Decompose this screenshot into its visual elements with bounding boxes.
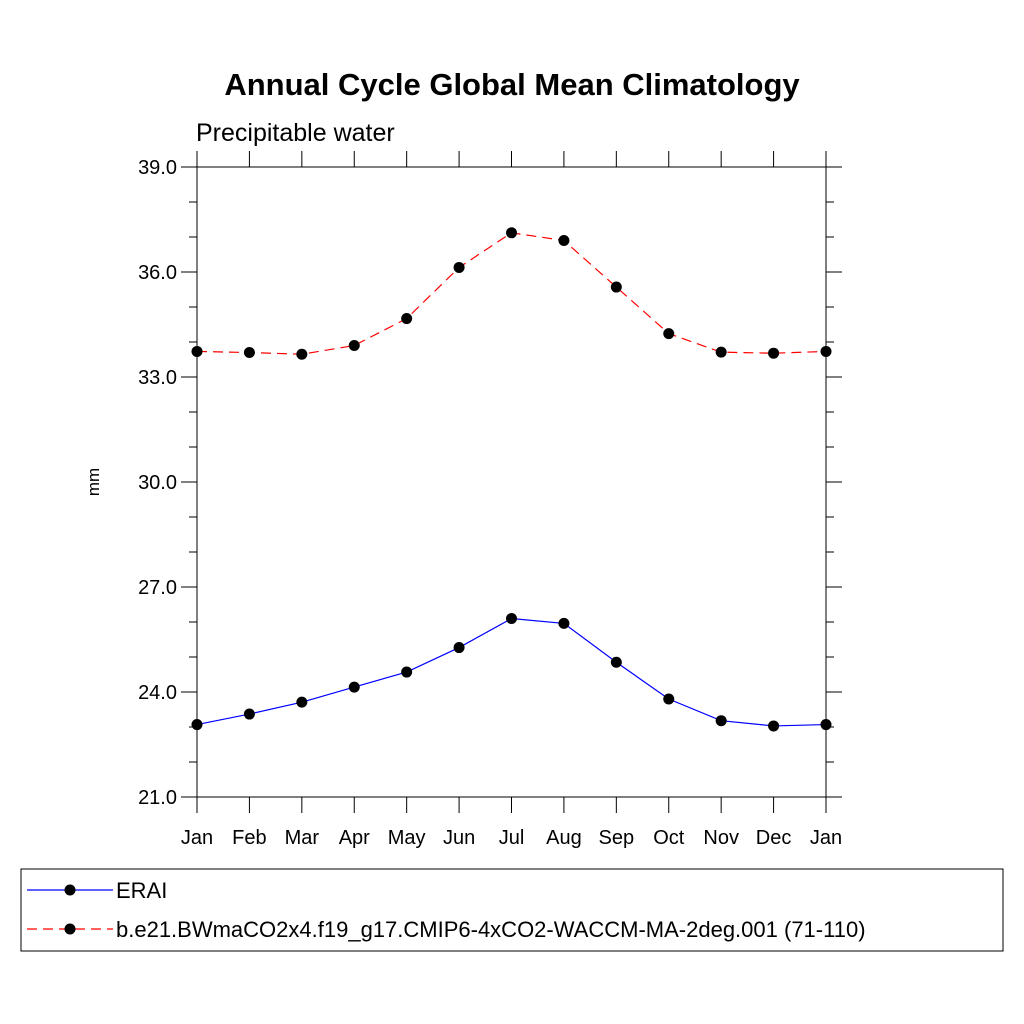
plot-area (196, 166, 827, 798)
legend-label: b.e21.BWmaCO2x4.f19_g17.CMIP6-4xCO2-WACC… (116, 917, 866, 942)
data-point (610, 281, 622, 293)
data-point (453, 261, 465, 273)
x-tick-label: Feb (232, 827, 266, 849)
legend-marker (64, 884, 76, 896)
data-point (663, 693, 675, 705)
x-tick-label: Jun (443, 827, 475, 849)
y-axis-label: mm (84, 468, 103, 496)
y-tick-label: 33.0 (138, 367, 177, 389)
series-line (196, 232, 827, 355)
x-tick-label: Aug (546, 827, 582, 849)
series-layer (191, 227, 832, 732)
data-point (715, 715, 727, 727)
legend-box (20, 868, 1004, 952)
y-tick-label: 36.0 (138, 262, 177, 284)
data-point (348, 681, 360, 693)
chart-subtitle: Precipitable water (196, 119, 395, 147)
x-tick-label: Jan (810, 827, 842, 849)
data-point (401, 313, 413, 325)
data-point (558, 235, 570, 246)
chart-title: Annual Cycle Global Mean Climatology (224, 67, 800, 102)
y-tick-label: 24.0 (138, 682, 177, 704)
x-tick-label: Oct (653, 827, 685, 849)
series-2 (191, 227, 832, 360)
data-point (506, 227, 517, 239)
data-point (243, 347, 255, 358)
axis-ticks: 21.0 24.0 27.0 30.0 33.0 36.0 39.0 Jan Feb Mar Apr… (138, 151, 842, 849)
plot-border (196, 166, 827, 798)
x-tick-label: Sep (599, 827, 635, 849)
data-point (768, 720, 780, 732)
x-tick-label: Mar (285, 827, 320, 849)
data-point (453, 642, 465, 654)
data-point (558, 617, 570, 629)
series-1 (191, 613, 832, 732)
legend-marker (64, 923, 76, 935)
data-point (243, 708, 255, 720)
data-point (820, 719, 832, 731)
data-point (820, 345, 832, 357)
x-tick-label: May (388, 827, 426, 849)
y-tick-label: 30.0 (138, 472, 177, 494)
data-point (191, 345, 203, 357)
data-point (506, 613, 517, 624)
data-point (610, 656, 622, 668)
x-tick-label: Apr (339, 827, 370, 849)
data-point (348, 340, 360, 351)
y-tick-label: 39.0 (138, 157, 177, 179)
legend-label: ERAI (116, 878, 167, 903)
y-tick-label: 27.0 (138, 577, 177, 599)
x-tick-label: Dec (756, 827, 792, 849)
data-point (296, 696, 308, 708)
x-tick-label: Jan (181, 827, 213, 849)
data-point (715, 346, 727, 358)
x-tick-label: Nov (703, 827, 739, 849)
data-point (296, 348, 308, 360)
legend: ERAI b.e21.BWmaCO2x4.f19_g17.CMIP6-4xCO2-… (20, 868, 1004, 952)
data-point (401, 666, 413, 678)
x-tick-label: Jul (499, 827, 525, 849)
data-point (191, 719, 203, 731)
data-point (663, 328, 675, 340)
series-line (196, 617, 827, 727)
y-tick-label: 21.0 (138, 787, 177, 809)
data-point (768, 347, 780, 359)
